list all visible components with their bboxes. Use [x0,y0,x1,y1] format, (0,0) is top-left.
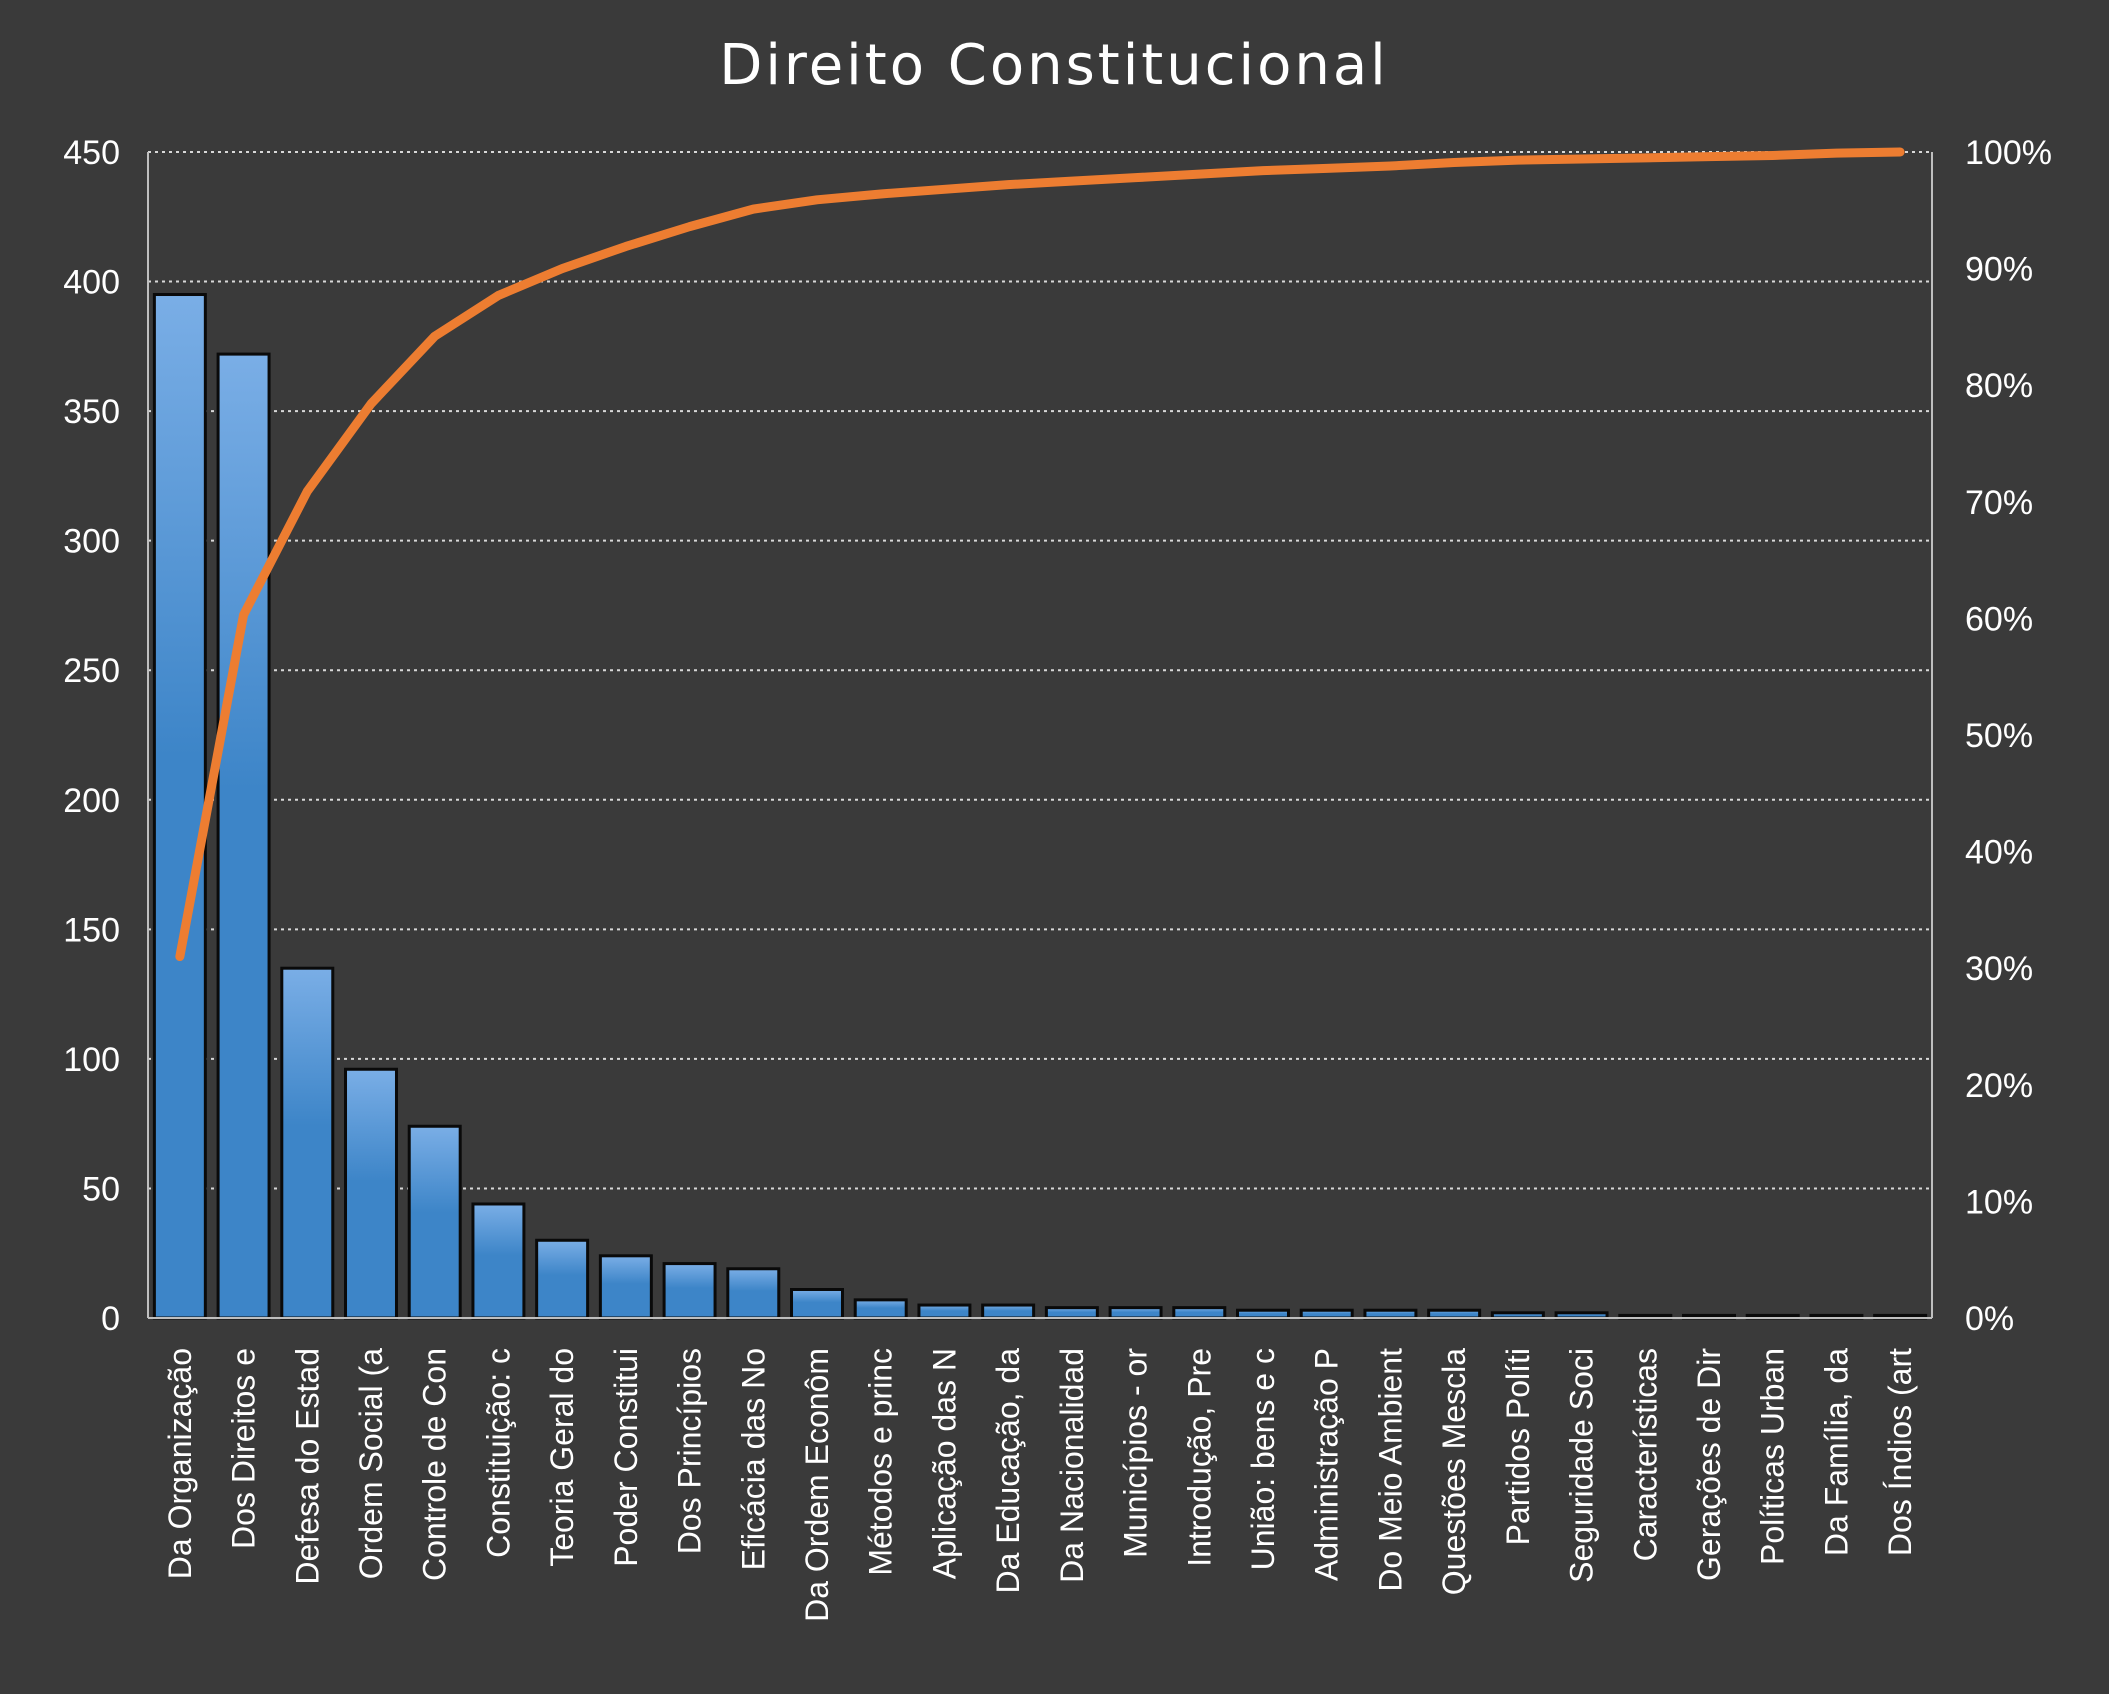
bar [981,1303,1036,1320]
bar [662,1262,717,1320]
category-label: Poder Constitui [608,1348,644,1567]
category-label: Seguridade Soci [1564,1348,1600,1583]
left-axis-tick-label: 350 [63,393,120,431]
category-label: Eficácia das No [735,1348,771,1570]
left-axis-tick-label: 300 [63,523,120,561]
category-label: Do Meio Ambient [1372,1348,1408,1592]
category-label: Políticas Urban [1755,1348,1791,1565]
right-axis-tick-label: 60% [1965,600,2033,638]
bar [917,1303,972,1320]
bar [535,1238,590,1320]
right-axis-tick-label: 50% [1965,717,2033,755]
category-label: Da Educação, da [990,1348,1026,1594]
category-label: Constituição: c [480,1348,516,1558]
bar [726,1267,781,1320]
category-label: Teoria Geral do [544,1348,580,1567]
gridlines [148,151,1932,1190]
bar [1236,1308,1290,1320]
category-label: Métodos e princ [863,1348,899,1576]
category-label: Da Nacionalidad [1054,1348,1090,1583]
left-axis-ticks: 0 50 100 150 200 250 300 350 400 450 [63,134,120,1338]
right-axis-tick-label: 30% [1965,950,2033,988]
bar [280,966,335,1320]
category-label: União: bens e c [1245,1348,1281,1570]
category-label: Características [1627,1348,1663,1561]
category-label: Partidos Políti [1500,1348,1536,1545]
bar [853,1298,908,1320]
bar [1172,1306,1227,1320]
right-axis-tick-label: 80% [1965,367,2033,405]
left-axis-tick-label: 450 [63,134,120,172]
cumulative-line [175,147,1905,962]
category-label: Questões Mescla [1436,1348,1472,1595]
axes [147,152,1933,1319]
category-label: Ordem Social (a [353,1348,389,1579]
right-axis-tick-label: 70% [1965,484,2033,522]
bar [1108,1306,1163,1320]
category-label: Dos Índios (art [1882,1348,1918,1556]
bar [471,1202,526,1320]
left-axis-tick-label: 150 [63,911,120,949]
left-axis-tick-label: 200 [63,782,120,820]
category-labels: Da Organização Dos Direitos e Defesa do Es… [162,1348,1918,1622]
category-label: Da Organização [162,1348,198,1579]
category-label: Dos Princípios [672,1348,708,1554]
category-label: Da Ordem Econôm [799,1348,835,1622]
category-label: Dos Direitos e [226,1348,262,1549]
bar [790,1287,844,1320]
category-label: Introdução, Pre [1181,1348,1217,1567]
right-axis-tick-label: 40% [1965,834,2033,872]
category-label: Administração P [1309,1348,1345,1581]
left-axis-tick-label: 50 [82,1170,120,1208]
left-axis-tick-label: 0 [101,1300,120,1338]
bar [1427,1308,1482,1320]
bar [344,1067,398,1320]
category-label: Aplicação das N [926,1348,962,1579]
bar [1044,1306,1099,1320]
bar [598,1254,653,1320]
right-axis-tick-label: 0% [1965,1300,2014,1338]
category-label: Gerações de Dir [1691,1348,1727,1581]
bar [407,1124,462,1320]
bar [152,293,207,1320]
category-label: Controle de Con [417,1348,453,1581]
bar [216,352,271,1320]
right-axis-tick-label: 100% [1965,134,2052,172]
right-axis-tick-label: 90% [1965,251,2033,289]
bar [1299,1308,1354,1320]
category-label: Da Família, da [1818,1348,1854,1556]
right-axis-tick-label: 20% [1965,1067,2033,1105]
right-axis-tick-label: 10% [1965,1183,2033,1221]
category-label: Defesa do Estad [289,1348,325,1585]
left-axis-tick-label: 400 [63,264,120,302]
right-axis-ticks: 0% 10% 20% 30% 40% 50% 60% 70% 80% 90% 100% [1965,134,2052,1338]
chart-title: Direito Constitucional [719,33,1388,98]
left-axis-tick-label: 100 [63,1041,120,1079]
category-label: Municípios - or [1118,1348,1154,1558]
cumulative-percentage-line [175,147,1905,962]
bar [1363,1308,1418,1320]
left-axis-tick-label: 250 [63,652,120,690]
